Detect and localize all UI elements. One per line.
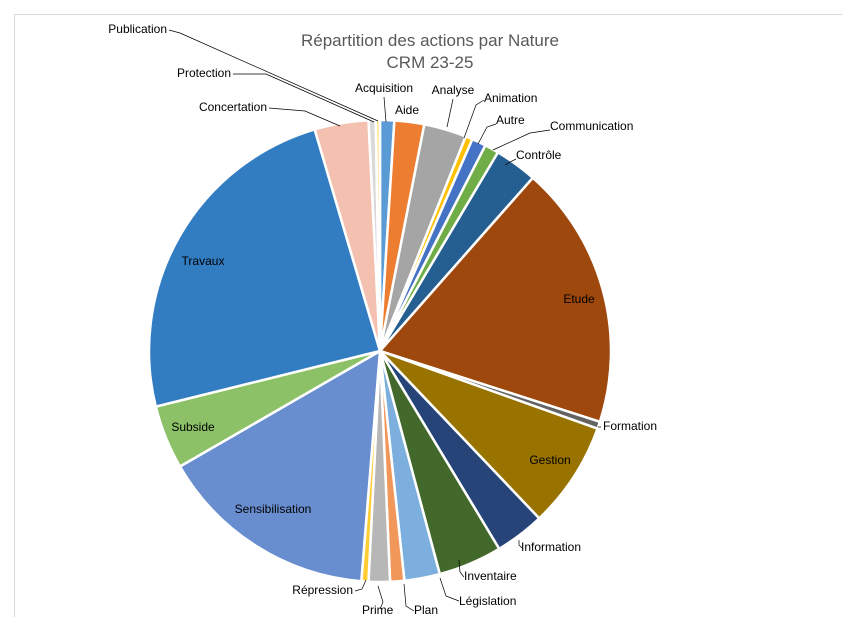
data-label-publication: Publication	[108, 22, 167, 36]
data-label-sensibilisation: Sensibilisation	[235, 502, 312, 516]
data-label-gestion: Gestion	[529, 453, 570, 467]
leader-line-contrôle	[504, 158, 517, 166]
data-label-analyse: Analyse	[432, 83, 475, 97]
data-label-subside: Subside	[171, 420, 215, 434]
leader-line-animation	[463, 99, 485, 139]
chart-subtitle: CRM 23-25	[387, 53, 474, 72]
pie-slice-etude	[378, 176, 613, 424]
data-label-concertation: Concertation	[199, 100, 267, 114]
leader-line-communication	[492, 129, 551, 151]
data-label-travaux: Travaux	[182, 254, 225, 268]
leader-line-autre	[477, 123, 497, 145]
leader-line-prime	[377, 585, 384, 610]
chart-title: Répartition des actions par Nature	[301, 31, 559, 50]
data-label-acquisition: Acquisition	[355, 81, 413, 95]
leader-line-concertation	[268, 107, 341, 127]
pie-data-labels: Acquisition Aide Analyse Animation Autre Comm…	[108, 22, 657, 617]
data-label-information: Information	[521, 540, 581, 554]
data-label-protection: Protection	[177, 66, 231, 80]
leader-line-publication	[168, 29, 379, 122]
data-label-inventaire: Inventaire	[464, 569, 517, 583]
pie-leader-lines	[168, 29, 601, 612]
data-label-contrôle: Contrôle	[516, 148, 562, 162]
data-label-communication: Communication	[550, 119, 633, 133]
leader-line-analyse	[446, 98, 454, 128]
leader-line-inventaire	[458, 559, 465, 578]
data-label-autre: Autre	[496, 113, 525, 127]
leader-line-acquisition	[383, 96, 387, 123]
pie-slices	[147, 118, 613, 584]
data-label-animation: Animation	[484, 91, 537, 105]
leader-line-plan	[403, 583, 415, 612]
data-label-formation: Formation	[603, 419, 657, 433]
data-label-etude: Etude	[563, 292, 595, 306]
data-label-législation: Législation	[459, 594, 516, 608]
data-label-prime: Prime	[362, 603, 394, 617]
pie-slice-sensibilisation	[178, 349, 382, 583]
leader-line-information	[518, 540, 523, 549]
data-label-aide: Aide	[395, 103, 419, 117]
data-label-répression: Répression	[292, 583, 353, 597]
pie-slice-gestion	[378, 349, 599, 520]
chart-border-top	[14, 14, 842, 15]
pie-slice-travaux	[147, 128, 382, 408]
leader-line-protection	[233, 73, 375, 123]
data-label-plan: Plan	[414, 603, 438, 617]
leader-line-répression	[354, 579, 367, 592]
leader-line-législation	[439, 577, 460, 602]
chart-border-left	[14, 14, 15, 617]
